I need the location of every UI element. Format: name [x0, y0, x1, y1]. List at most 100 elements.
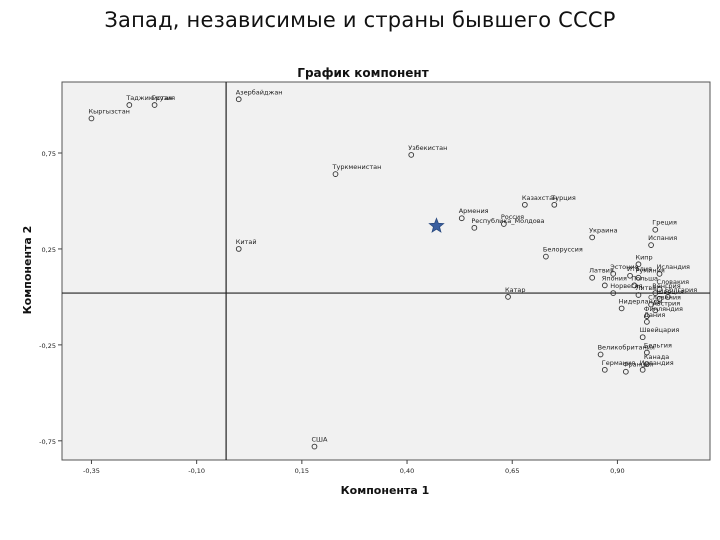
- data-point: [644, 313, 650, 319]
- data-label: Дания: [644, 311, 666, 319]
- y-tick-label: 0,75: [42, 150, 56, 158]
- data-label: Япония: [602, 274, 627, 282]
- data-point: [505, 294, 511, 300]
- data-label: Республика_Молдова: [471, 217, 544, 225]
- data-label: Исландия: [657, 263, 691, 271]
- data-label: Норвегия: [610, 282, 642, 290]
- data-point: [622, 368, 629, 375]
- data-point: [126, 102, 133, 108]
- y-tick-label: 0,25: [42, 246, 56, 254]
- data-point: [88, 115, 95, 122]
- data-point: [597, 351, 604, 358]
- data-label: Руминия: [635, 267, 664, 275]
- data-point: [332, 171, 339, 177]
- x-tick-label: -0,10: [188, 467, 205, 475]
- data-label: Украина: [589, 226, 617, 234]
- data-label: Армения: [459, 207, 489, 215]
- data-label: Эстония: [610, 263, 638, 271]
- data-point: [652, 290, 659, 296]
- data-point: [639, 334, 646, 341]
- data-label: Греция: [652, 219, 677, 227]
- data-point: [610, 290, 617, 296]
- data-label: Турция: [550, 194, 576, 202]
- data-label: Германия: [602, 359, 635, 367]
- data-point: [635, 261, 642, 268]
- data-label: Франция: [623, 361, 654, 369]
- data-point: [500, 221, 507, 227]
- data-label: Испания: [648, 234, 677, 242]
- data-label: Катар: [505, 286, 526, 294]
- data-point: [458, 215, 465, 222]
- data-point: [648, 242, 654, 248]
- data-label: Финляндия: [644, 305, 683, 313]
- data-point: [644, 361, 650, 367]
- data-point: [610, 271, 617, 277]
- y-axis-label: Компонента 2: [21, 226, 34, 315]
- data-label: Канада: [644, 353, 669, 361]
- data-point: [618, 305, 625, 312]
- data-point: [408, 152, 415, 158]
- data-point: [601, 366, 608, 373]
- x-tick-label: -0,35: [83, 467, 100, 475]
- data-label: Швеция: [657, 288, 684, 296]
- data-point: [589, 274, 596, 281]
- x-tick-label: 0,65: [505, 467, 519, 475]
- data-point: [543, 253, 549, 260]
- data-label: Австрия: [652, 299, 680, 307]
- x-tick-label: 0,15: [295, 467, 309, 475]
- data-point: [311, 443, 318, 450]
- data-label: Венгрия: [652, 282, 680, 290]
- data-point: [656, 271, 663, 277]
- data-label: Болгария: [665, 286, 697, 294]
- data-point: [589, 234, 596, 241]
- data-label: Таджикистан: [125, 94, 172, 102]
- highlight-star-icon: [428, 217, 445, 233]
- data-point: [627, 272, 633, 279]
- data-label: Казахстан: [522, 194, 557, 202]
- data-point: [635, 292, 642, 298]
- data-label: Белоруссия: [543, 246, 583, 254]
- data-label: Ирландия: [640, 359, 674, 367]
- data-label: Польша: [631, 274, 658, 282]
- data-point: [635, 274, 642, 281]
- data-point: [665, 294, 671, 300]
- chart-title: График компонент: [297, 66, 428, 80]
- data-point: [644, 318, 650, 325]
- slide-title: Запад, независимые и страны бывшего СССР: [104, 8, 616, 32]
- x-axis-label: Компонента 1: [341, 484, 430, 497]
- data-point: [639, 366, 646, 373]
- data-point: [235, 246, 242, 252]
- data-point: [551, 201, 558, 208]
- data-point: [656, 286, 663, 293]
- data-label: Великобритания: [598, 343, 655, 351]
- reference-lines: [62, 82, 710, 460]
- data-label: Литва: [635, 284, 656, 292]
- data-label: Латвия: [589, 267, 614, 275]
- data-label: Азербайджан: [236, 88, 283, 96]
- data-point: [522, 201, 528, 208]
- data-point: [644, 349, 650, 356]
- plot-area: [61, 81, 711, 461]
- data-point: [656, 295, 663, 302]
- data-point: [151, 102, 158, 108]
- y-axis-ticks: 0,75 0,25 -0,25 -0,75: [39, 150, 62, 446]
- data-point: [652, 307, 659, 314]
- data-label: Швейцария: [640, 326, 680, 334]
- data-label: Нидерланды: [619, 297, 663, 305]
- data-label: Словения: [648, 294, 681, 302]
- x-tick-label: 0,40: [400, 467, 414, 475]
- data-point: [652, 226, 659, 233]
- y-tick-label: -0,25: [39, 342, 56, 350]
- data-point: [601, 282, 608, 289]
- data-label: Грузия: [152, 94, 176, 102]
- data-point: [235, 96, 242, 103]
- data-label: США: [311, 436, 327, 444]
- data-points: [88, 96, 671, 450]
- data-point: [631, 282, 638, 289]
- data-label: Россия: [501, 213, 524, 221]
- x-tick-label: 0,90: [610, 467, 624, 475]
- data-label: Узбекистан: [408, 144, 447, 152]
- data-point: [648, 301, 654, 308]
